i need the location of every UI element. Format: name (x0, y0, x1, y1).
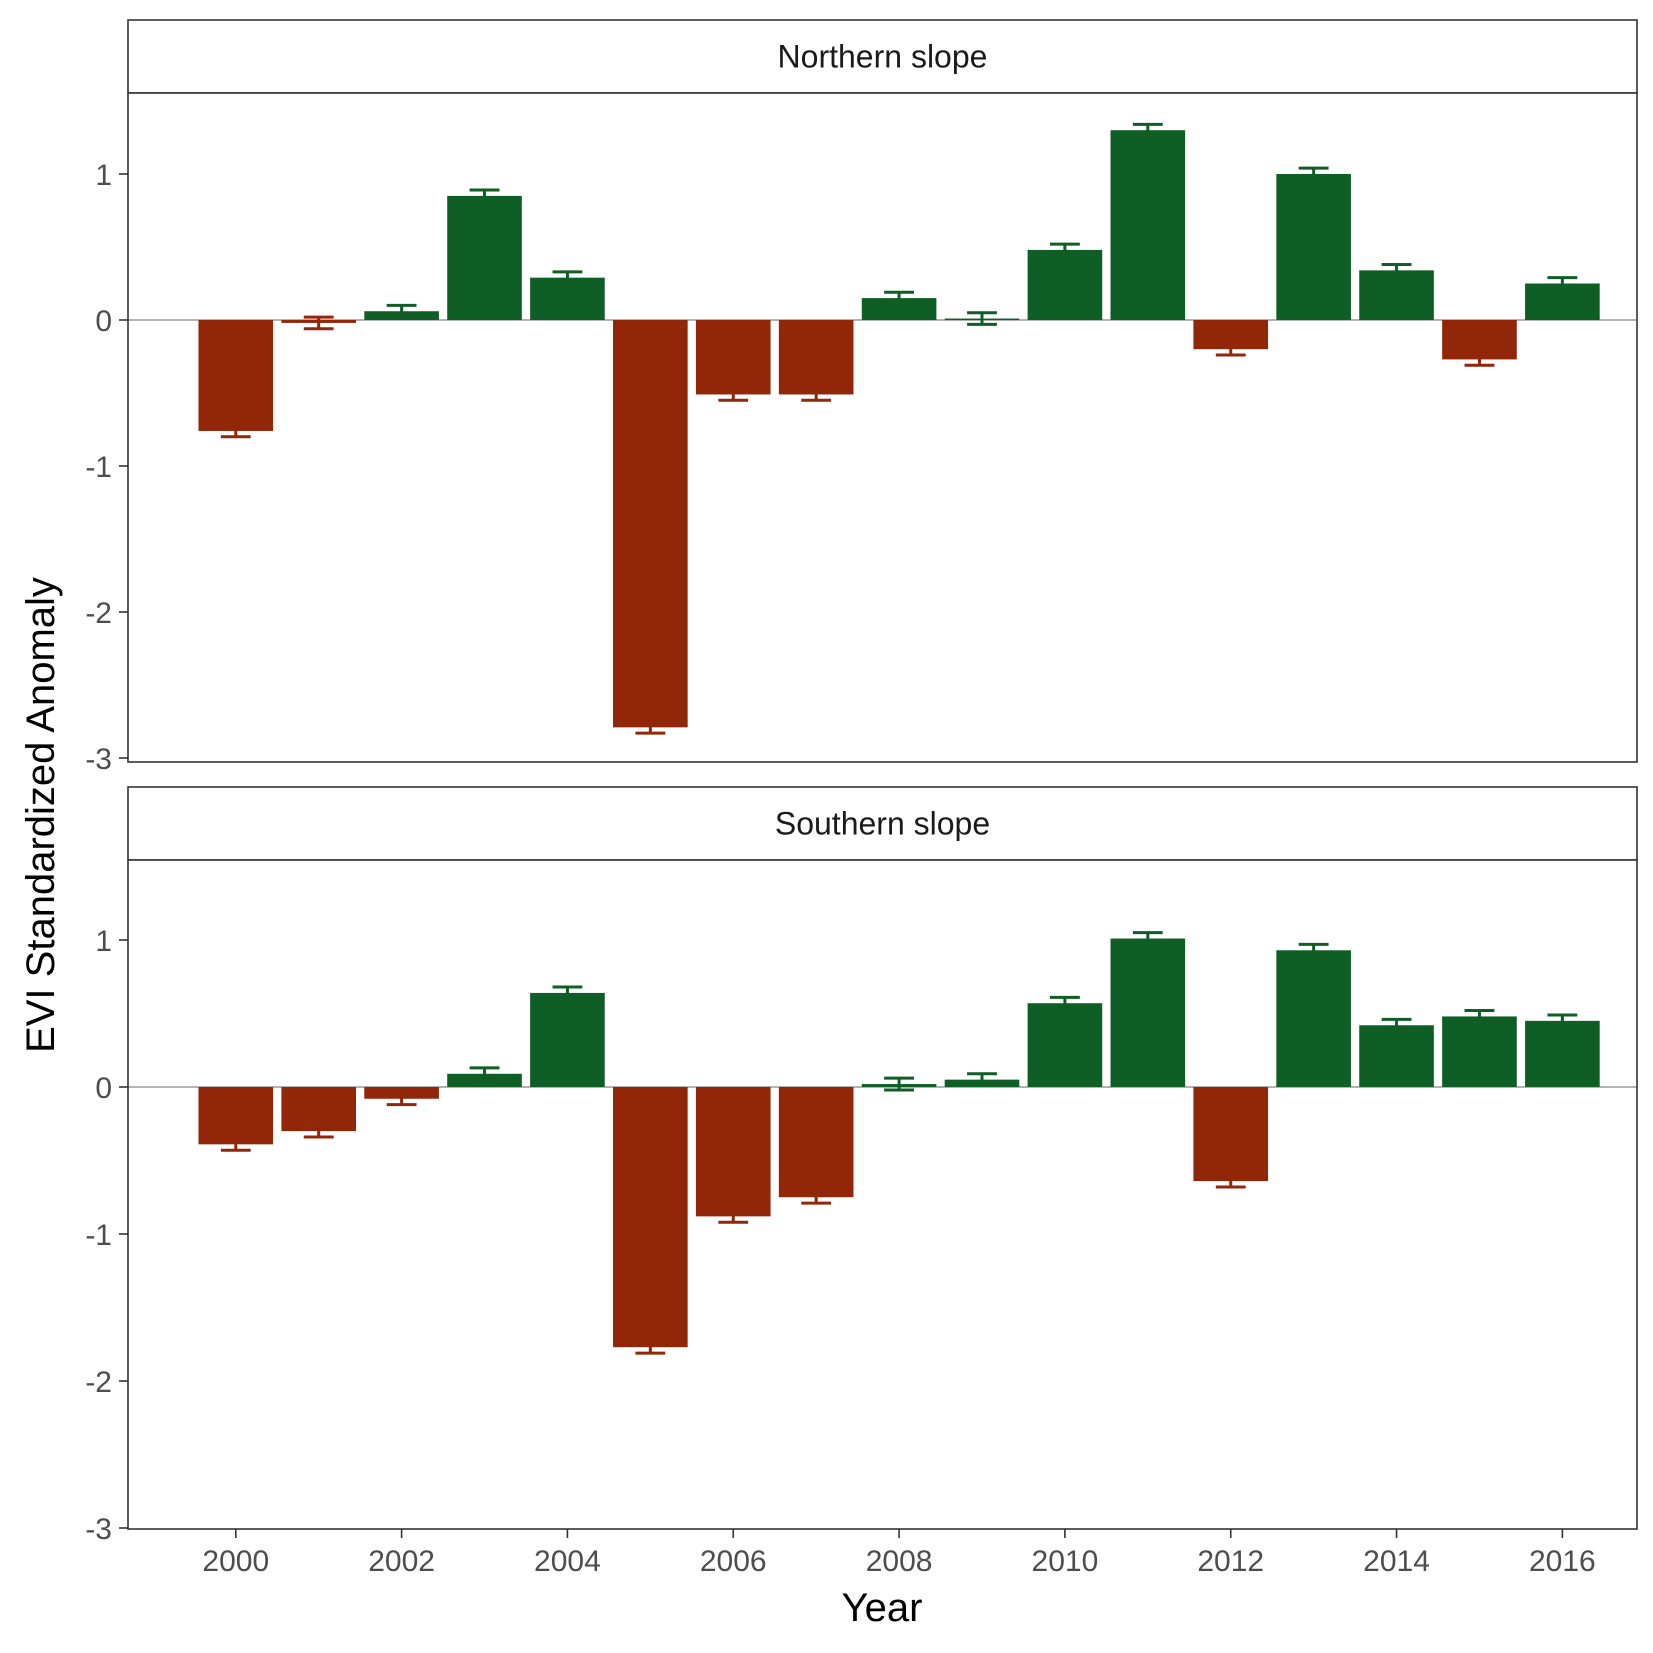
error-bar-2013 (1298, 166, 1329, 182)
y-tick-label: -1 (85, 451, 112, 484)
panel-title: Northern slope (778, 39, 988, 75)
error-bar-2016 (1547, 276, 1578, 291)
error-bar-2011 (1132, 122, 1163, 138)
error-bar-2011 (1132, 931, 1163, 946)
bar-2007 (778, 320, 854, 395)
error-bar-2005 (635, 720, 666, 735)
error-bar-2003 (469, 1066, 500, 1082)
error-bar-2015 (1464, 1009, 1495, 1024)
bar-2005 (613, 320, 688, 728)
error-bar-2006 (718, 1208, 749, 1224)
bar-2000 (198, 1087, 274, 1145)
x-tick-label: 2002 (368, 1545, 435, 1578)
panel-strip (127, 786, 1638, 861)
x-tick-label: 2004 (534, 1545, 601, 1578)
error-bar-2010 (1049, 995, 1080, 1011)
error-bar-2000 (220, 423, 251, 439)
error-bar-2004 (552, 985, 583, 1001)
bar-2010 (1027, 249, 1103, 320)
panel-background (128, 860, 1637, 1529)
panel-strip (127, 19, 1638, 94)
panel-1: Northern slope 1 0 -1 -2 -3 (85, 19, 1638, 776)
bar-2010 (1027, 1003, 1103, 1087)
bar-2013 (1276, 174, 1351, 320)
y-tick-label: 1 (95, 925, 112, 958)
bar-2003 (447, 195, 522, 320)
y-tick-label: -3 (85, 1513, 112, 1546)
y-axis-title: EVI Standardized Anomaly (19, 577, 63, 1053)
x-tick-label: 2016 (1529, 1545, 1596, 1578)
bar-2008 (861, 298, 937, 320)
error-bar-2012 (1215, 341, 1246, 357)
bar-2013 (1276, 950, 1351, 1087)
x-tick-label: 2008 (866, 1545, 933, 1578)
panel-border (127, 859, 1638, 1530)
y-tick-label: 0 (95, 1072, 112, 1105)
y-tick-label: 0 (95, 305, 112, 338)
y-tick-label: -3 (85, 743, 112, 776)
error-bar-2016 (1547, 1013, 1578, 1029)
bar-2006 (695, 320, 771, 395)
x-tick-label: 2012 (1197, 1545, 1264, 1578)
error-bar-2015 (1464, 352, 1495, 367)
x-tick-label: 2014 (1363, 1545, 1430, 1578)
error-bar-2000 (220, 1136, 251, 1152)
bar-2012 (1193, 1087, 1269, 1182)
error-bar-2003 (469, 188, 500, 204)
error-bar-2014 (1381, 263, 1412, 278)
bar-2005 (613, 1087, 688, 1348)
error-bar-2002 (386, 1091, 417, 1107)
error-bar-2006 (718, 387, 749, 402)
bar-2011 (1110, 938, 1186, 1087)
bar-2006 (695, 1087, 771, 1217)
bar-2011 (1110, 130, 1186, 320)
panel-2: Southern slope 1 0 -1 -2 -3 (85, 786, 1638, 1546)
error-bar-2014 (1381, 1017, 1412, 1033)
panel-background (128, 93, 1637, 762)
error-bar-2005 (635, 1339, 666, 1355)
error-bar-2001 (303, 315, 334, 331)
x-tick-label: 2010 (1032, 1545, 1099, 1578)
error-bar-2001 (303, 1123, 334, 1139)
panel-border (127, 92, 1638, 763)
y-tick-label: -1 (85, 1219, 112, 1252)
error-bar-2010 (1049, 242, 1080, 258)
y-tick-label: 1 (95, 159, 112, 192)
bar-2004 (530, 992, 605, 1087)
error-bar-2013 (1298, 942, 1329, 958)
error-bar-2004 (552, 270, 583, 285)
error-bar-2002 (386, 303, 417, 319)
bar-2007 (778, 1087, 854, 1198)
bar-2015 (1442, 1016, 1517, 1087)
error-bar-2008 (884, 1076, 915, 1092)
y-tick-label: -2 (85, 597, 112, 630)
bar-2014 (1359, 1025, 1434, 1087)
bar-2014 (1359, 270, 1434, 320)
x-tick-label: 2000 (202, 1545, 269, 1578)
panel-title: Southern slope (775, 806, 990, 842)
x-tick-label: 2006 (700, 1545, 767, 1578)
error-bar-2007 (801, 1189, 832, 1205)
error-bar-2007 (801, 387, 832, 402)
error-bar-2009 (967, 311, 997, 326)
x-axis-title: Year (842, 1586, 923, 1630)
error-bar-2009 (967, 1072, 997, 1088)
error-bar-2012 (1215, 1173, 1246, 1189)
bar-2016 (1525, 1020, 1600, 1087)
error-bar-2008 (884, 290, 915, 306)
bar-2000 (198, 320, 274, 431)
y-tick-label: -2 (85, 1366, 112, 1399)
